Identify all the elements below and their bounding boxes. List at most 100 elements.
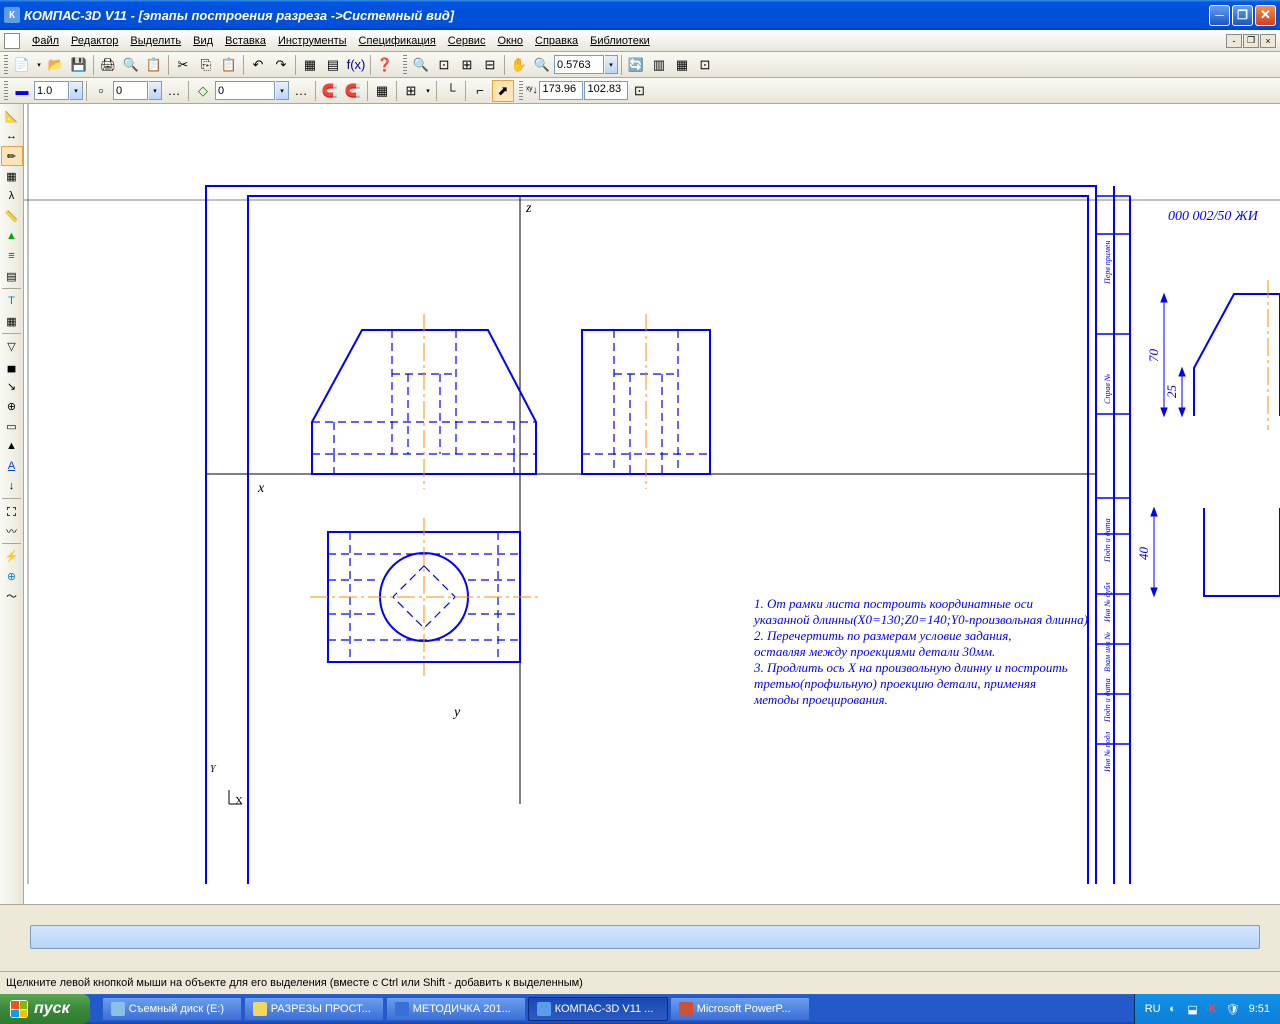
menu-edit[interactable]: Редактор <box>65 33 124 49</box>
tray-icon[interactable]: ◐ <box>1165 1001 1181 1017</box>
tool-spec-icon[interactable]: ≡ <box>1 246 23 266</box>
mdi-minimize-button[interactable]: - <box>1226 34 1242 48</box>
layer-more-button[interactable]: … <box>290 80 312 102</box>
layer-input[interactable] <box>215 81 275 100</box>
menu-spec[interactable]: Спецификация <box>353 33 442 49</box>
view1-button[interactable]: ▥ <box>648 54 670 76</box>
zoom-input[interactable] <box>554 55 604 74</box>
snap2-button[interactable]: 🧲 <box>342 80 364 102</box>
round-button[interactable]: ⌐ <box>469 80 491 102</box>
menu-view[interactable]: Вид <box>187 33 219 49</box>
tool-center-icon[interactable] <box>1 501 23 521</box>
tool-dims-icon[interactable]: ↔ <box>1 126 23 146</box>
tool-arrow-icon[interactable]: ↓ <box>1 476 23 496</box>
view2-button[interactable]: ▦ <box>671 54 693 76</box>
tray-icon[interactable]: 🛡 <box>1225 1001 1241 1017</box>
new-button[interactable]: 📄 <box>11 54 33 76</box>
zoom-in-button[interactable]: 🔍 <box>410 54 432 76</box>
tool-text-icon[interactable]: T <box>1 291 23 311</box>
minimize-button[interactable]: ─ <box>1209 5 1230 26</box>
tool-tol-icon[interactable]: ▭ <box>1 416 23 436</box>
zoom-fit-button[interactable]: ⊟ <box>479 54 501 76</box>
menu-file[interactable]: Файл <box>26 33 65 49</box>
taskbar-item[interactable]: МЕТОДИЧКА 201... <box>386 997 526 1021</box>
tool-leader-icon[interactable]: ↘ <box>1 376 23 396</box>
help-button[interactable]: ❓ <box>374 54 396 76</box>
undo-button[interactable]: ↶ <box>247 54 269 76</box>
step-dropdown[interactable]: ▾ <box>70 81 83 100</box>
tool-measure-icon[interactable]: 📏 <box>1 206 23 226</box>
toolbar-grip[interactable] <box>4 81 8 101</box>
cut-button[interactable]: ✂ <box>172 54 194 76</box>
maximize-button[interactable]: ❐ <box>1232 5 1253 26</box>
zoom-window-button[interactable]: ⊡ <box>433 54 455 76</box>
taskbar-item[interactable]: РАЗРЕЗЫ ПРОСТ... <box>244 997 384 1021</box>
preview-button[interactable]: 🔍 <box>120 54 142 76</box>
toolbar-grip[interactable] <box>4 55 8 75</box>
grid2-button[interactable]: ⊞ <box>400 80 422 102</box>
menu-libs[interactable]: Библиотеки <box>584 33 656 49</box>
tool-select-icon[interactable]: ▲ <box>1 226 23 246</box>
close-button[interactable]: ✕ <box>1255 5 1276 26</box>
tool-annot-icon[interactable]: ✏ <box>1 146 23 166</box>
step-input[interactable] <box>34 81 69 100</box>
props-button[interactable]: ▦ <box>299 54 321 76</box>
tool-rough-icon[interactable]: ▽ <box>1 336 23 356</box>
layers-button[interactable]: ▤ <box>322 54 344 76</box>
grid2-dropdown[interactable]: ▾ <box>423 80 433 102</box>
redo-button[interactable]: ↷ <box>270 54 292 76</box>
state-more-button[interactable]: … <box>163 80 185 102</box>
pan-button[interactable]: ✋ <box>508 54 530 76</box>
taskbar-item[interactable]: КОМПАС-3D V11 ... <box>528 997 668 1021</box>
menu-window[interactable]: Окно <box>491 33 529 49</box>
taskbar-item[interactable]: Microsoft PowerP... <box>670 997 810 1021</box>
tool-edit-icon[interactable]: ▦ <box>1 166 23 186</box>
copy-button[interactable]: ⎘ <box>195 54 217 76</box>
drawing-canvas[interactable]: z х у X Y <box>24 104 1280 904</box>
tool-ucs-icon[interactable]: ⊕ <box>1 566 23 586</box>
tool-base-icon[interactable]: ▄ <box>1 356 23 376</box>
tool-report-icon[interactable]: ▤ <box>1 266 23 286</box>
tool-geometry-icon[interactable]: 📐 <box>1 106 23 126</box>
state-input[interactable] <box>113 81 148 100</box>
zoom-prev-button[interactable]: ⊞ <box>456 54 478 76</box>
open-dropdown[interactable]: ▾ <box>34 54 44 76</box>
mdi-close-button[interactable]: × <box>1260 34 1276 48</box>
open-button[interactable]: 📂 <box>45 54 67 76</box>
tool-cut-icon[interactable]: А <box>1 456 23 476</box>
view3-button[interactable]: ⊡ <box>694 54 716 76</box>
menu-help[interactable]: Справка <box>529 33 584 49</box>
menu-select[interactable]: Выделить <box>124 33 187 49</box>
tool-auto-icon[interactable]: ⚡ <box>1 546 23 566</box>
grid-button[interactable]: ▦ <box>371 80 393 102</box>
ortho-button[interactable]: └ <box>440 80 462 102</box>
menu-tools[interactable]: Инструменты <box>272 33 353 49</box>
zoom-dropdown[interactable]: ▾ <box>605 55 618 74</box>
print-button[interactable]: 🖨 <box>97 54 119 76</box>
tool-param-icon[interactable]: λ <box>1 186 23 206</box>
layer-dropdown[interactable]: ▾ <box>276 81 289 100</box>
language-indicator[interactable]: RU <box>1145 1003 1161 1015</box>
start-button[interactable]: пуск <box>0 994 90 1024</box>
menu-insert[interactable]: Вставка <box>219 33 272 49</box>
save-button[interactable]: 💾 <box>68 54 90 76</box>
tool-pos-icon[interactable]: ⊕ <box>1 396 23 416</box>
toolbar-grip[interactable] <box>519 81 523 101</box>
property-panel-bar[interactable] <box>30 925 1260 949</box>
page-button[interactable]: 📋 <box>143 54 165 76</box>
tool-more-icon[interactable]: 〜 <box>1 586 23 606</box>
tray-icon[interactable]: ⬓ <box>1185 1001 1201 1017</box>
toolbar-grip[interactable] <box>403 55 407 75</box>
snap1-button[interactable]: 🧲 <box>319 80 341 102</box>
menu-service[interactable]: Сервис <box>442 33 492 49</box>
local-button[interactable]: ⬈ <box>492 80 514 102</box>
tool-table-icon[interactable]: ▦ <box>1 311 23 331</box>
tool-mark-icon[interactable]: ▲ <box>1 436 23 456</box>
coord-lock-button[interactable]: ⊡ <box>629 80 651 102</box>
state-dropdown[interactable]: ▾ <box>149 81 162 100</box>
paste-button[interactable]: 📋 <box>218 54 240 76</box>
taskbar-item[interactable]: Съемный диск (E:) <box>102 997 242 1021</box>
redraw-button[interactable]: 🔄 <box>625 54 647 76</box>
tray-icon-k[interactable]: K <box>1205 1001 1221 1017</box>
tool-wave-icon[interactable]: 〰 <box>1 521 23 541</box>
